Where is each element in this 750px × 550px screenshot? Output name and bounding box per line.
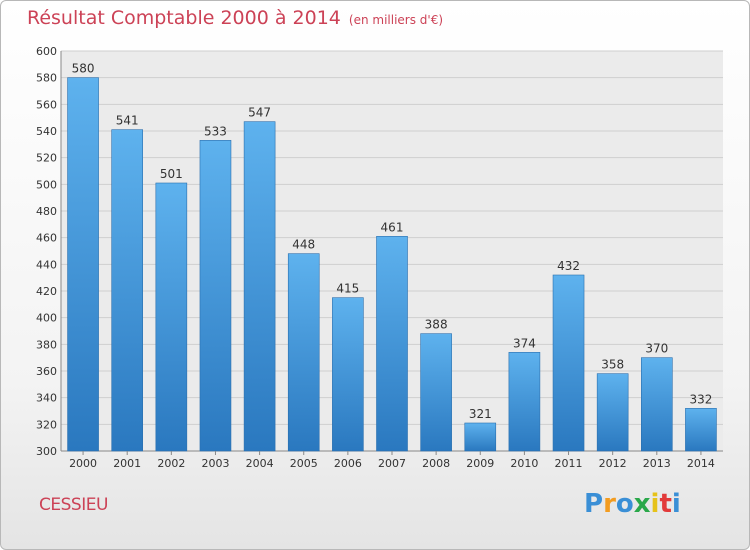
bar xyxy=(111,129,143,452)
logo-letter: t xyxy=(659,489,672,519)
y-tick-label: 460 xyxy=(36,232,57,245)
y-tick-label: 500 xyxy=(36,178,57,191)
x-tick-label: 2014 xyxy=(687,457,715,470)
x-tick-label: 2007 xyxy=(378,457,406,470)
data-label: 501 xyxy=(160,167,183,181)
y-tick-label: 540 xyxy=(36,125,57,138)
y-tick-label: 600 xyxy=(36,45,57,58)
y-tick-label: 440 xyxy=(36,258,57,271)
data-label: 461 xyxy=(381,220,404,234)
y-tick-label: 360 xyxy=(36,365,57,378)
chart-title-text: Résultat Comptable 2000 à 2014 xyxy=(27,7,341,29)
bar xyxy=(552,274,585,452)
data-label: 332 xyxy=(689,392,712,406)
logo-letter: i xyxy=(650,489,660,519)
x-tick-label: 2001 xyxy=(113,457,141,470)
bar xyxy=(376,236,408,452)
y-tick-label: 300 xyxy=(36,445,57,458)
x-tick-label: 2004 xyxy=(246,457,274,470)
logo-letter: o xyxy=(615,489,634,519)
data-label: 388 xyxy=(425,318,448,332)
data-label: 448 xyxy=(292,238,315,252)
y-tick-label: 340 xyxy=(36,392,57,405)
bar xyxy=(332,297,364,452)
bar xyxy=(155,182,188,452)
bar xyxy=(596,373,629,452)
data-label: 370 xyxy=(645,342,668,356)
x-tick-label: 2008 xyxy=(422,457,450,470)
x-tick-label: 2000 xyxy=(69,457,97,470)
x-tick-label: 2009 xyxy=(466,457,494,470)
bar xyxy=(420,333,452,452)
data-label: 432 xyxy=(557,259,580,273)
chart-subtitle: (en milliers d'€) xyxy=(348,13,444,27)
bar xyxy=(199,140,232,452)
bar xyxy=(508,352,541,452)
x-tick-label: 2010 xyxy=(510,457,538,470)
data-label: 547 xyxy=(248,106,271,120)
x-tick-label: 2006 xyxy=(334,457,362,470)
bar xyxy=(243,121,276,452)
x-tick-label: 2003 xyxy=(201,457,229,470)
bar xyxy=(464,422,497,452)
y-tick-label: 420 xyxy=(36,285,57,298)
place-name: CESSIEU xyxy=(39,495,108,515)
bar xyxy=(685,408,717,452)
x-tick-label: 2012 xyxy=(599,457,627,470)
logo-letter: r xyxy=(603,489,616,519)
data-label: 415 xyxy=(336,282,359,296)
proxiti-logo: Proxiti xyxy=(584,489,681,519)
logo-letter: x xyxy=(633,489,651,519)
y-tick-label: 400 xyxy=(36,312,57,325)
data-label: 533 xyxy=(204,124,227,138)
y-tick-label: 580 xyxy=(36,72,57,85)
bar xyxy=(640,357,673,452)
x-tick-label: 2005 xyxy=(290,457,318,470)
data-label: 358 xyxy=(601,358,624,372)
chart-title: Résultat Comptable 2000 à 2014 (en millie… xyxy=(27,7,443,29)
y-tick-label: 520 xyxy=(36,152,57,165)
logo-letter: i xyxy=(671,489,681,519)
y-tick-label: 320 xyxy=(36,418,57,431)
data-label: 321 xyxy=(469,407,492,421)
data-label: 374 xyxy=(513,336,536,350)
y-tick-label: 380 xyxy=(36,338,57,351)
x-tick-label: 2002 xyxy=(157,457,185,470)
y-tick-label: 480 xyxy=(36,205,57,218)
logo-letter: P xyxy=(584,489,604,519)
x-tick-label: 2011 xyxy=(555,457,583,470)
y-tick-label: 560 xyxy=(36,98,57,111)
x-tick-label: 2013 xyxy=(643,457,671,470)
data-label: 580 xyxy=(72,62,95,76)
bar xyxy=(287,253,320,452)
bar xyxy=(67,77,99,452)
data-label: 541 xyxy=(116,114,139,128)
